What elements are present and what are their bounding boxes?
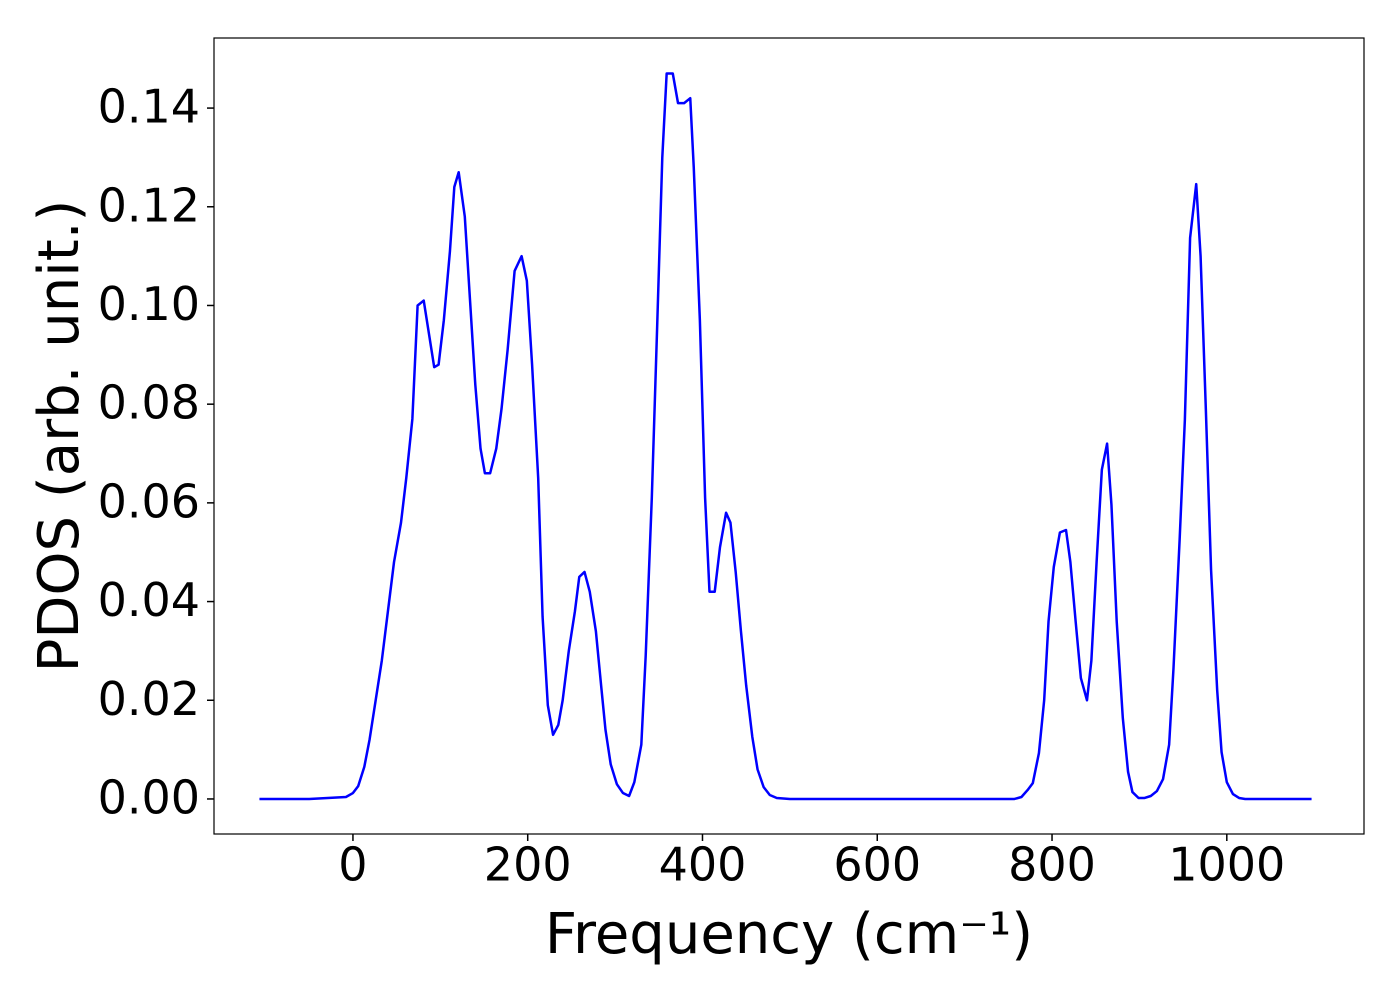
y-tick-label: 0.12 xyxy=(98,178,200,232)
y-tick-label: 0.02 xyxy=(98,672,200,726)
y-tick-label: 0.04 xyxy=(98,573,200,627)
y-tick-label: 0.10 xyxy=(98,277,200,331)
y-axis-label: PDOS (arb. unit.) xyxy=(27,200,92,673)
x-tick-label: 200 xyxy=(484,838,572,892)
data-line xyxy=(259,72,1312,801)
x-tick-label: 600 xyxy=(833,838,921,892)
x-axis-label: Frequency (cm⁻¹) xyxy=(545,902,1033,967)
y-tick-label: 0.06 xyxy=(98,474,200,528)
plot-frame xyxy=(213,37,1365,835)
x-tick-label: 400 xyxy=(659,838,747,892)
y-tick-label: 0.14 xyxy=(98,80,200,134)
y-tick-label: 0.00 xyxy=(98,770,200,824)
x-tick-label: 800 xyxy=(1008,838,1096,892)
x-tick-label: 0 xyxy=(338,838,367,892)
x-tick-label: 1000 xyxy=(1168,838,1285,892)
y-tick-label: 0.08 xyxy=(98,376,200,430)
